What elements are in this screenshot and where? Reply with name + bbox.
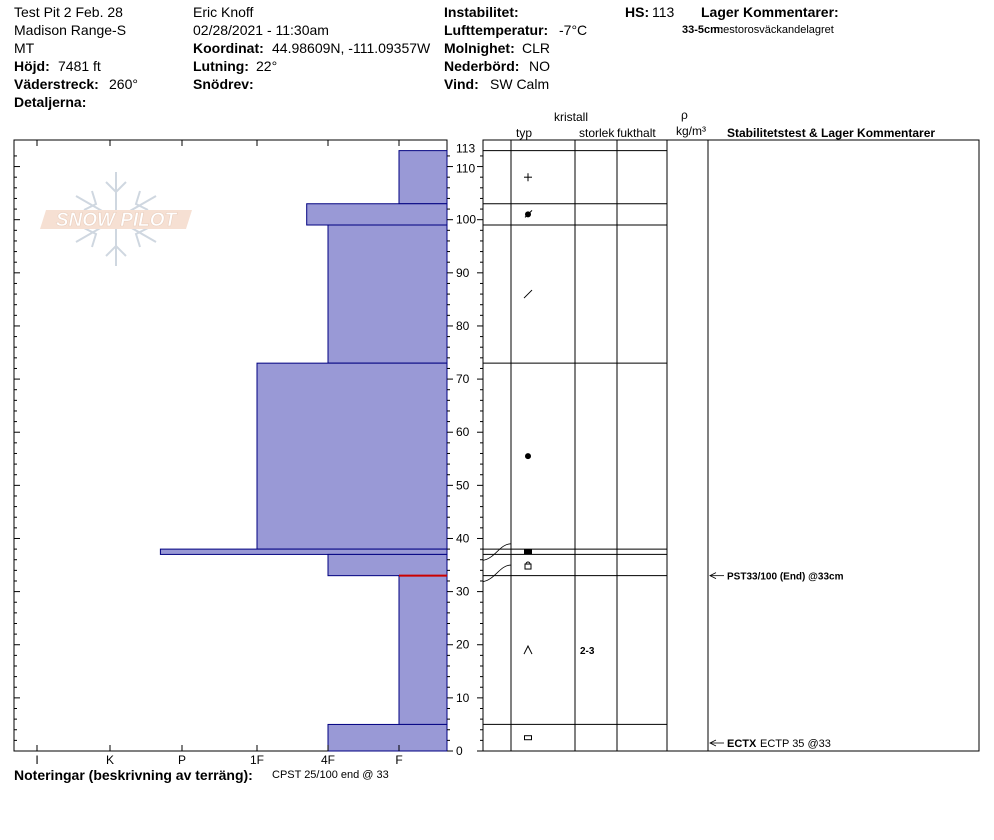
moisture-header: fukthalt [617, 126, 656, 140]
hardness-layer-bar [398, 150, 448, 205]
slope-label: Lutning: [193, 58, 249, 74]
coordinate-value: 44.98609N, -111.09357W [272, 40, 431, 56]
logo-text: SNOW PILOT [56, 210, 178, 231]
coordinate-label: Koordinat: [193, 40, 264, 56]
hardness-axis: I K P 1F 4F F [35, 140, 403, 767]
wind-value: SW Calm [490, 76, 550, 92]
air-temperature-value: -7°C [559, 22, 588, 38]
wind-label: Vind: [444, 76, 479, 92]
test-label: ECTX [727, 738, 757, 750]
depth-tick-label: 60 [456, 425, 470, 439]
layer-comments-title: Lager Kommentarer: [701, 4, 839, 20]
crystal-rounded-precip-symbol [524, 210, 533, 218]
observer-name: Eric Knoff [193, 4, 254, 20]
hs-label: HS: [625, 4, 650, 20]
depth-tick-label: 10 [456, 691, 470, 705]
sky-label: Molnighet: [444, 40, 515, 56]
hardness-tick-label: P [178, 753, 186, 767]
state-name: MT [14, 40, 35, 56]
hardness-layer-bar [256, 362, 448, 550]
slope-value: 22° [256, 58, 278, 74]
precipitation-label: Nederbörd: [444, 58, 520, 74]
stability-tests: PST33/100 (End) @33cm ECTX ECTP 35 @33 [709, 572, 844, 750]
aspect-value: 260° [109, 76, 138, 92]
sky-value: CLR [522, 40, 551, 56]
rho-header: ρ [681, 108, 688, 122]
stability-header: Stabilitetstest & Lager Kommentarer [727, 126, 936, 140]
notes-text: CPST 25/100 end @ 33 [272, 769, 389, 781]
type-header: typ [516, 126, 533, 140]
logo-banner [40, 210, 192, 229]
test-arrow-head [709, 739, 717, 747]
depth-tick-label: 20 [456, 638, 470, 652]
snowpilot-logo: SNOW PILOT [40, 172, 192, 266]
depth-tick-label: 0 [456, 744, 463, 758]
depth-tick-label: 50 [456, 478, 470, 492]
drift-label: Snödrev: [193, 76, 254, 92]
hardness-tick-label: 4F [321, 753, 335, 767]
crystal-faceted-rounded-symbol [524, 563, 532, 570]
layer-boundary-lines [482, 150, 667, 725]
crystal-symbols: 2-3 [523, 173, 595, 741]
range-name: Madison Range-S [14, 22, 127, 38]
size-header: storlek [579, 126, 615, 140]
test-result: ECTP 35 @33 [760, 738, 831, 750]
depth-tick-label: 40 [456, 531, 470, 545]
crystal-header: kristall [554, 110, 589, 124]
layer-comment-text: mestorosväckandelagret [714, 24, 834, 36]
hardness-layers [159, 150, 448, 752]
crystal-ice-symbol [524, 549, 532, 555]
hardness-tick-label: I [35, 753, 38, 767]
depth-tick-label: 30 [456, 585, 470, 599]
hardness-layer-bar [327, 553, 448, 577]
aspect-label: Väderstreck: [14, 76, 99, 92]
details-label: Detaljerna: [14, 94, 87, 110]
elevation-label: Höjd: [14, 58, 50, 74]
depth-tick-label: 100 [456, 213, 476, 227]
depth-connector [482, 564, 512, 583]
hardness-tick-label: K [106, 753, 114, 767]
hardness-layer-bar [398, 575, 448, 725]
pit-name: Test Pit 2 Feb. 28 [14, 4, 123, 20]
precipitation-value: NO [529, 58, 550, 74]
layer-table-frame [482, 139, 980, 752]
hardness-tick-label: 1F [250, 753, 264, 767]
crystal-faceted-rounded-symbol [525, 561, 531, 565]
depth-tick-label: 113 [456, 142, 475, 156]
test-result: PST33/100 (End) @33cm [727, 572, 844, 583]
crystal-depth-hoar-symbol [523, 644, 533, 655]
crystal-rounded-grain-symbol [525, 453, 531, 460]
hardness-tick-label: F [395, 753, 402, 767]
crystal-faceted-symbol [524, 735, 532, 741]
crystal-size-label: 2-3 [580, 646, 595, 657]
depth-tick-label: 110 [456, 162, 475, 176]
test-arrow-head [709, 572, 717, 580]
air-temperature-label: Lufttemperatur: [444, 22, 549, 38]
crystal-decomposing-symbol [523, 289, 533, 299]
hs-value: 113 [652, 4, 675, 20]
notes-label: Noteringar (beskrivning av terräng): [14, 767, 253, 783]
depth-tick-label: 90 [456, 266, 470, 280]
elevation-value: 7481 ft [58, 58, 101, 74]
hardness-layer-bar [159, 548, 448, 555]
hardness-layer-bar [306, 203, 448, 226]
hardness-layer-bar [327, 723, 448, 752]
depth-connector [482, 543, 512, 561]
depth-tick-label: 70 [456, 372, 470, 386]
hardness-layer-bar [327, 224, 448, 364]
density-unit-header: kg/m³ [676, 124, 706, 138]
depth-tick-label: 80 [456, 319, 470, 333]
observation-datetime: 02/28/2021 - 11:30am [193, 22, 329, 38]
layer-comment-depth: 33-5cm: [682, 24, 724, 36]
instability-label: Instabilitet: [444, 4, 519, 20]
